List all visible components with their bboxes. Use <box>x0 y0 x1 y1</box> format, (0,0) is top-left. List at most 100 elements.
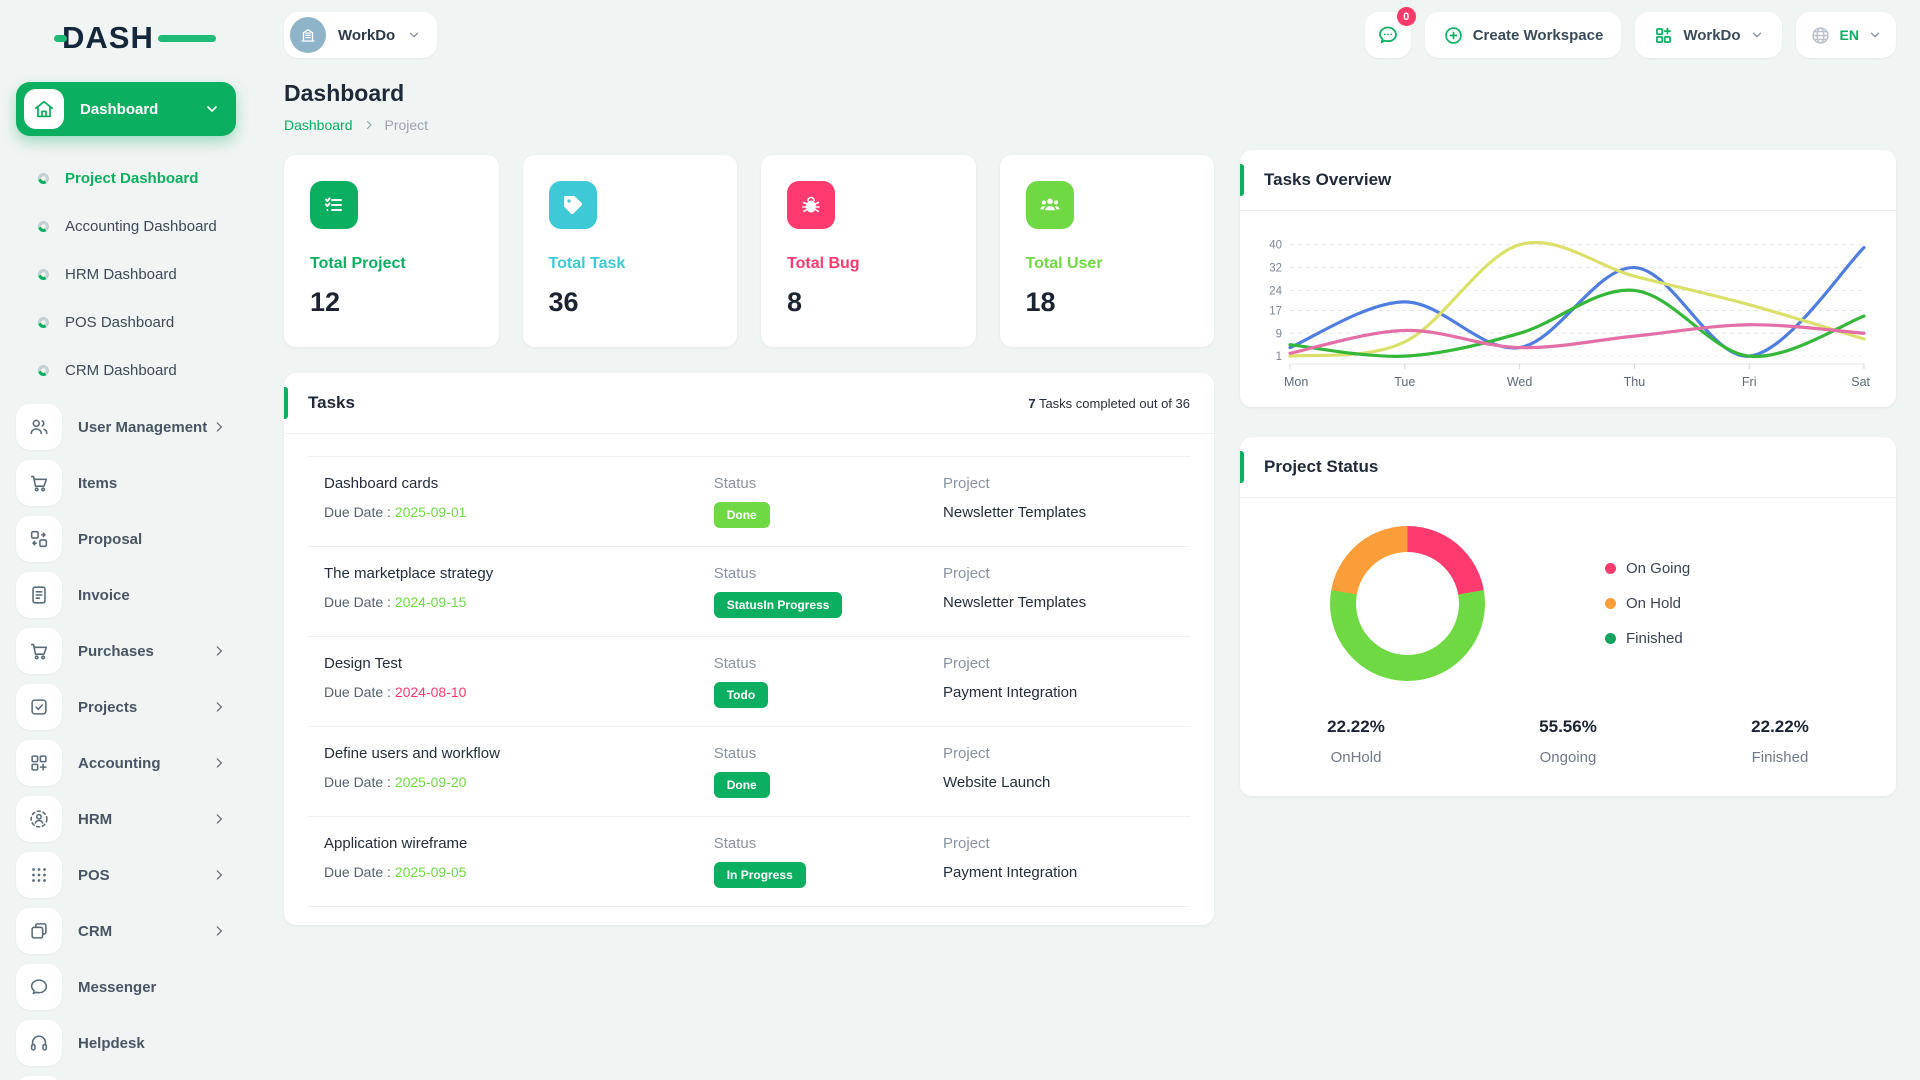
sidebar: DASH Dashboard Project Dashboard Account… <box>0 0 250 1080</box>
sidebar-item-projects[interactable]: Projects <box>16 684 250 730</box>
task-title: Dashboard cards <box>324 475 439 492</box>
sidebar-subitem-crm-dashboard[interactable]: CRM Dashboard <box>0 346 250 394</box>
donut-chart <box>1330 526 1485 681</box>
tasks-overview-chart: 40 32 24 17 9 1 Mon Tue Wed Thu Fri Sat <box>1240 211 1896 407</box>
stat-card-total-bug[interactable]: Total Bug 8 <box>761 155 976 347</box>
swap-boxes-icon <box>16 516 62 562</box>
task-title: Define users and workflow <box>324 745 500 762</box>
sidebar-item-accounting[interactable]: Accounting <box>16 740 250 786</box>
project-name: Payment Integration <box>943 684 1078 701</box>
task-row[interactable]: Design Test Due Date : 2024-08-10 Status… <box>308 637 1190 727</box>
messages-count-badge: 0 <box>1396 7 1416 26</box>
task-row[interactable]: Application wireframe Due Date : 2025-09… <box>308 817 1190 907</box>
donut-legend: On Going On Hold Finished <box>1605 560 1690 647</box>
create-workspace-button[interactable]: Create Workspace <box>1424 12 1622 58</box>
project-status-stats: 22.22% OnHold 55.56% Ongoing 22.22% Fini… <box>1240 691 1896 796</box>
sidebar-item-purchases[interactable]: Purchases <box>16 628 250 674</box>
svg-text:24: 24 <box>1269 285 1282 297</box>
chevron-right-icon <box>212 924 226 938</box>
stat-card-total-user[interactable]: Total User 18 <box>999 155 1214 347</box>
task-due-date: Due Date : 2025-09-01 <box>324 504 467 520</box>
bullet-icon <box>38 172 49 184</box>
main-area: WorkDo 0 Create Workspace WorkDo <box>250 0 1920 1080</box>
project-name: Newsletter Templates <box>943 594 1087 611</box>
breadcrumb: Dashboard Project <box>284 117 1214 133</box>
workdo-apps-menu[interactable]: WorkDo <box>1635 12 1782 58</box>
sidebar-item-pos[interactable]: POS <box>16 852 250 898</box>
svg-text:Fri: Fri <box>1742 375 1757 389</box>
globe-icon <box>1811 26 1829 44</box>
task-due-date: Due Date : 2025-09-05 <box>324 864 467 880</box>
page-title: Dashboard <box>284 80 405 106</box>
tasks-title: Tasks <box>308 393 355 412</box>
workspace-name: WorkDo <box>338 26 396 44</box>
language-code: EN <box>1839 27 1859 43</box>
project-name: Payment Integration <box>943 864 1078 881</box>
svg-text:Mon: Mon <box>1284 375 1308 389</box>
sidebar-subitem-project-dashboard[interactable]: Project Dashboard <box>0 154 250 202</box>
chevron-right-icon <box>363 119 375 131</box>
legend-item-onhold: On Hold <box>1605 595 1690 612</box>
task-title: Application wireframe <box>324 835 468 852</box>
legend-dot <box>1605 563 1616 574</box>
sidebar-item-hrm[interactable]: HRM <box>16 796 250 842</box>
chat-bubble-icon <box>1378 26 1397 44</box>
grid-plus-icon <box>1656 27 1672 43</box>
users-group-icon <box>1025 181 1074 229</box>
task-row[interactable]: Dashboard cards Due Date : 2025-09-01 St… <box>308 456 1190 547</box>
page-header: Dashboard Dashboard Project <box>284 70 1214 155</box>
brand-logo[interactable]: DASH <box>54 20 216 56</box>
sidebar-item-dashboard[interactable]: Dashboard <box>16 82 236 136</box>
content: Dashboard Dashboard Project Total Projec… <box>284 70 1896 925</box>
svg-text:9: 9 <box>1276 328 1282 340</box>
stat-value: 8 <box>787 287 803 317</box>
language-selector[interactable]: EN <box>1795 12 1896 58</box>
tag-icon <box>548 181 597 229</box>
sidebar-subitem-pos-dashboard[interactable]: POS Dashboard <box>0 298 250 346</box>
bullet-icon <box>38 220 49 232</box>
stat-onhold: 22.22% OnHold <box>1327 717 1385 766</box>
sidebar-item-invoice[interactable]: Invoice <box>16 572 250 618</box>
project-status-title: Project Status <box>1264 457 1379 476</box>
messages-button[interactable]: 0 <box>1364 7 1416 58</box>
sidebar-item-proposal[interactable]: Proposal <box>16 516 250 562</box>
sidebar-item-messenger[interactable]: Messenger <box>16 964 250 1010</box>
logo-bar-accent <box>158 35 216 42</box>
document-icon <box>16 572 62 618</box>
sidebar-item-items[interactable]: Items <box>16 460 250 506</box>
legend-dot <box>1605 633 1616 644</box>
legend-item-ongoing: On Going <box>1605 560 1690 577</box>
svg-text:Thu: Thu <box>1624 375 1646 389</box>
chevron-right-icon <box>212 868 226 882</box>
left-column: Dashboard Dashboard Project Total Projec… <box>284 70 1214 925</box>
sidebar-item-helpdesk[interactable]: Helpdesk <box>16 1020 250 1066</box>
sidebar-subitem-hrm-dashboard[interactable]: HRM Dashboard <box>0 250 250 298</box>
sidebar-item-crm[interactable]: CRM <box>16 908 250 954</box>
topbar: WorkDo 0 Create Workspace WorkDo <box>284 0 1896 70</box>
stat-card-total-task[interactable]: Total Task 36 <box>522 155 737 347</box>
workspace-selector[interactable]: WorkDo <box>284 12 438 58</box>
task-title: The marketplace strategy <box>324 565 494 582</box>
topbar-actions: 0 Create Workspace WorkDo EN <box>1364 7 1896 58</box>
sidebar-subitem-accounting-dashboard[interactable]: Accounting Dashboard <box>0 202 250 250</box>
tasks-panel-header: Tasks 7 Tasks completed out of 36 <box>284 373 1214 434</box>
task-row[interactable]: Define users and workflow Due Date : 202… <box>308 727 1190 817</box>
stat-value: 18 <box>1025 287 1056 317</box>
dots-grid-icon <box>16 852 62 898</box>
tasks-panel: Tasks 7 Tasks completed out of 36 Dashbo… <box>284 373 1214 925</box>
task-row[interactable]: The marketplace strategy Due Date : 2024… <box>308 547 1190 637</box>
legend-dot <box>1605 598 1616 609</box>
svg-text:Wed: Wed <box>1507 375 1533 389</box>
logo-text: DASH <box>62 20 154 55</box>
chevron-down-icon <box>407 28 421 42</box>
status-badge: StatusIn Progress <box>713 592 843 618</box>
sidebar-item-user-management[interactable]: User Management <box>16 404 250 450</box>
stat-card-total-project[interactable]: Total Project 12 <box>284 155 499 347</box>
sidebar-item-partial[interactable] <box>16 1076 250 1080</box>
cart-icon <box>16 628 62 674</box>
breadcrumb-dashboard-link[interactable]: Dashboard <box>284 117 353 133</box>
legend-item-finished: Finished <box>1605 630 1690 647</box>
chevron-right-icon <box>212 812 226 826</box>
